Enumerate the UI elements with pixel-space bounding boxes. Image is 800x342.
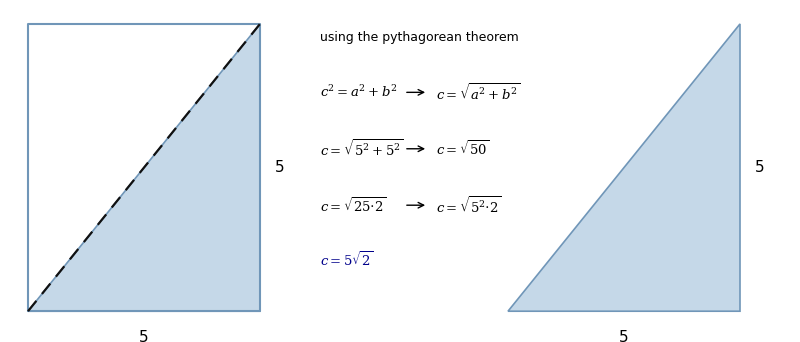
Text: $c=\sqrt{5^2{\cdot}2}$: $c=\sqrt{5^2{\cdot}2}$ [436, 195, 502, 215]
Text: 5: 5 [619, 330, 629, 342]
Text: $c=\sqrt{25{\cdot}2}$: $c=\sqrt{25{\cdot}2}$ [320, 196, 386, 215]
Text: using the pythagorean theorem: using the pythagorean theorem [320, 31, 518, 44]
Text: $c=\sqrt{50}$: $c=\sqrt{50}$ [436, 139, 490, 158]
Text: $c=5\sqrt{2}$: $c=5\sqrt{2}$ [320, 250, 374, 269]
Text: 5: 5 [139, 330, 149, 342]
Text: $c=\sqrt{a^2+b^2}$: $c=\sqrt{a^2+b^2}$ [436, 82, 521, 103]
Polygon shape [28, 24, 260, 311]
Text: 5: 5 [274, 160, 284, 175]
Polygon shape [508, 24, 740, 311]
Text: $c=\sqrt{5^2+5^2}$: $c=\sqrt{5^2+5^2}$ [320, 139, 403, 159]
Text: $c^2=a^2+b^2$: $c^2=a^2+b^2$ [320, 84, 398, 100]
Text: 5: 5 [754, 160, 764, 175]
